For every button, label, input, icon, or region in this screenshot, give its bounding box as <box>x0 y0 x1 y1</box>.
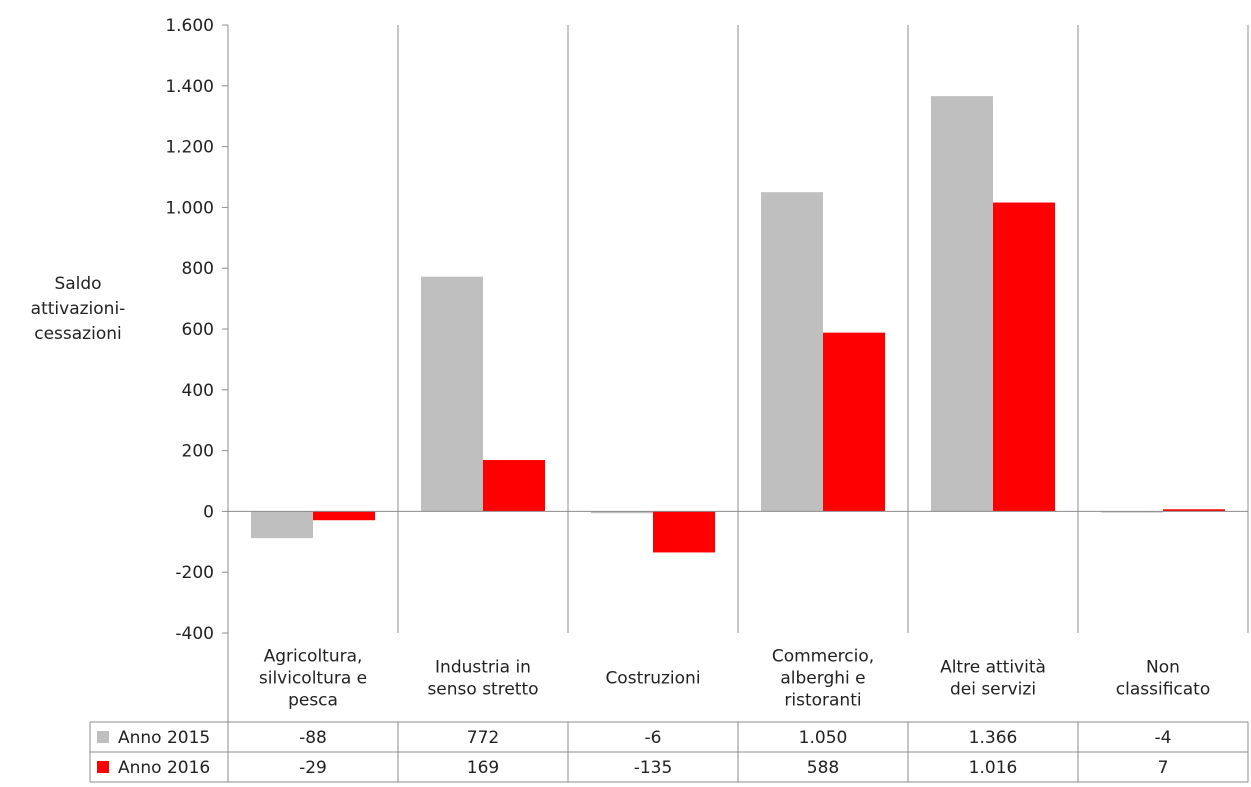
category-label-line: ristoranti <box>784 691 861 711</box>
category-label: Non classificato <box>1116 658 1210 700</box>
category-label: Agricoltura, silvicoltura e pesca <box>259 647 367 711</box>
table-value: 588 <box>807 758 839 778</box>
bar <box>313 511 375 521</box>
category-label-line: silvicoltura e <box>259 669 367 689</box>
table-value: 169 <box>467 758 499 778</box>
bar <box>483 460 545 512</box>
bar <box>653 511 715 553</box>
bar <box>761 192 823 512</box>
y-tick-label: 600 <box>182 320 214 340</box>
table-value: 1.016 <box>969 758 1018 778</box>
bar <box>1163 509 1225 512</box>
category-label-line: dei servizi <box>950 680 1036 700</box>
legend-swatch <box>97 731 109 743</box>
y-tick-label: -200 <box>175 563 214 583</box>
bars <box>251 96 1225 553</box>
y-tick-label: 1.400 <box>165 77 214 97</box>
table-value: -4 <box>1155 728 1172 748</box>
table-value: 772 <box>467 728 499 748</box>
y-tick-label: 1.200 <box>165 138 214 158</box>
y-tick-label: 0 <box>203 502 214 522</box>
bar <box>421 276 483 512</box>
y-tick-label: 200 <box>182 442 214 462</box>
bar <box>1101 511 1163 513</box>
bar <box>823 332 885 512</box>
table-value: -88 <box>299 728 327 748</box>
y-axis-title-line: attivazioni- <box>30 299 126 319</box>
category-label-line: Non <box>1146 658 1180 678</box>
legend-swatch <box>97 761 109 773</box>
y-axis-title: Saldo attivazioni- cessazioni <box>18 272 138 347</box>
y-axis-title-line: Saldo <box>54 274 102 294</box>
table-value: -6 <box>645 728 662 748</box>
category-label-line: Commercio, <box>772 647 874 667</box>
bar <box>993 202 1055 512</box>
category-label-line: Costruzioni <box>605 669 700 689</box>
table-value: 1.050 <box>799 728 848 748</box>
y-tick-label: 400 <box>182 381 214 401</box>
table-value: -29 <box>299 758 327 778</box>
bar <box>251 511 313 539</box>
category-label: Costruzioni <box>605 669 700 689</box>
y-tick-label: 1.000 <box>165 198 214 218</box>
category-label-line: Altre attività <box>940 658 1046 678</box>
y-tick-label: 800 <box>182 259 214 279</box>
grid-lines <box>227 25 1249 633</box>
category-label-line: Agricoltura, <box>264 647 363 667</box>
category-label-line: pesca <box>288 691 338 711</box>
category-label-line: alberghi e <box>780 669 865 689</box>
data-table: Agricoltura, silvicoltura e pesca Industria… <box>89 647 1249 783</box>
category-label: Altre attività dei servizi <box>940 658 1046 700</box>
bar <box>931 96 993 512</box>
table-value: -135 <box>634 758 673 778</box>
category-label: Industria in senso stretto <box>427 658 538 700</box>
legend-label: Anno 2015 <box>118 728 210 748</box>
category-label-line: senso stretto <box>427 680 538 700</box>
category-label-line: Industria in <box>435 658 531 678</box>
y-tick-label: -400 <box>175 624 214 644</box>
bar <box>591 511 653 514</box>
table-value: 1.366 <box>969 728 1018 748</box>
category-label-line: classificato <box>1116 680 1210 700</box>
legend-label: Anno 2016 <box>118 758 210 778</box>
y-tick-label: 1.600 <box>165 16 214 36</box>
axes: 1.600 1.400 1.200 1.000 800 600 400 200 0 -200 -40… <box>165 16 1248 782</box>
table-value: 7 <box>1158 758 1169 778</box>
y-axis-title-line: cessazioni <box>34 324 122 344</box>
category-label: Commercio, alberghi e ristoranti <box>772 647 874 711</box>
